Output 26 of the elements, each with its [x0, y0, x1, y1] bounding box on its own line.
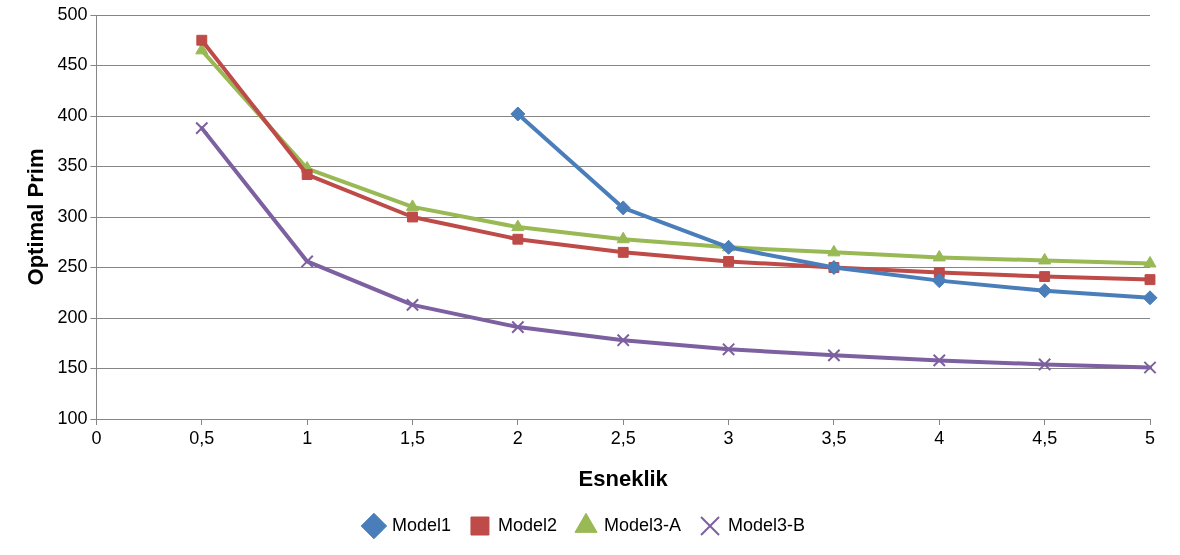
x-tick-label: 4,5 [1032, 427, 1058, 448]
x-tick-label: 2,5 [610, 427, 636, 448]
x-axis-title: Esneklik [578, 465, 669, 491]
x-tick-label: 2 [512, 427, 523, 448]
y-tick-label: 100 [57, 407, 88, 428]
x-tick-label: 3,5 [821, 427, 847, 448]
y-tick-label: 400 [57, 104, 88, 125]
x-tick-label: 5 [1144, 427, 1156, 448]
y-axis-title: Optimal Prim [23, 148, 49, 286]
y-tick-label: 300 [57, 205, 88, 226]
x-tick-label: 0,5 [189, 427, 215, 448]
legend-label: Model1 [391, 514, 451, 535]
x-tick-label: 3 [723, 427, 734, 448]
y-tick-label: 350 [57, 155, 88, 176]
legend-label: Model2 [497, 514, 558, 535]
y-tick-label: 450 [57, 54, 88, 75]
x-tick-label: 0 [91, 427, 102, 448]
y-tick-label: 500 [57, 3, 88, 24]
x-tick-label: 1 [302, 427, 313, 448]
x-tick-label: 4 [934, 427, 945, 448]
legend-label: Model3-B [728, 514, 806, 535]
y-tick-label: 150 [57, 357, 88, 378]
y-tick-label: 200 [57, 306, 88, 327]
legend-label: Model3-A [604, 514, 682, 535]
y-tick-label: 250 [57, 256, 88, 277]
x-tick-label: 1,5 [399, 427, 426, 448]
